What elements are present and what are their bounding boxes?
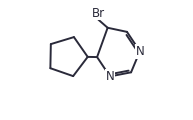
Text: N: N [135,45,144,58]
Text: Br: Br [92,7,105,20]
Text: N: N [106,70,114,83]
